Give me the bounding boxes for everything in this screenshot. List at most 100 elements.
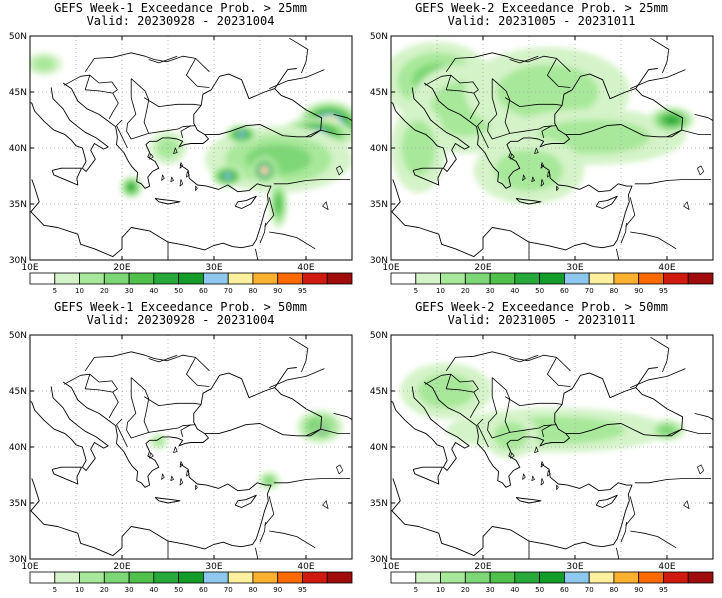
probability-blob [417,373,475,409]
coastline [30,386,109,471]
gridlines [391,36,713,260]
colorbar-box [302,571,328,584]
colorbar-label: 5 [414,586,418,594]
country-border [273,179,351,185]
country-border [269,530,316,549]
colorbar-box [390,272,417,285]
lat-label: 50N [370,32,388,42]
country-border [255,248,259,260]
country-border [666,428,712,437]
island-outline [173,147,178,154]
island-outline [179,478,184,486]
colorbar-label: 30 [125,287,134,295]
colorbar-box [29,272,56,285]
colorbar [29,571,353,584]
country-border [264,197,275,227]
lon-label: 40E [297,263,314,273]
country-border [541,424,553,438]
colorbar-label: 10 [75,287,84,295]
colorbar-label: 40 [510,287,519,295]
island-outline [547,470,551,477]
lat-label: 30N [9,555,27,565]
lat-label: 50N [370,331,388,341]
lon-label: 30E [566,562,583,572]
island-outline [522,473,526,480]
colorbar-label: 5 [414,287,418,295]
country-border [143,97,202,107]
country-border [694,413,713,421]
coastline [204,387,323,437]
coastline [62,68,297,189]
island-outline [173,446,178,453]
coastline [391,386,470,471]
lat-label: 40N [9,144,27,154]
colorbar-box [613,272,640,285]
island-outline [540,179,545,187]
country-border [487,377,511,439]
coastlines [30,336,352,559]
island-outline [186,470,190,477]
coastline [565,387,684,437]
colorbar-label: 95 [659,287,668,295]
colorbar-box [54,272,80,285]
gridlines [391,335,713,559]
coastline [62,367,297,488]
lat-label: 30N [370,555,388,565]
colorbar-label: 50 [535,586,544,594]
probability-blob [32,57,56,71]
colorbar-box [103,571,130,584]
country-border [630,530,677,549]
colorbar-box [687,272,714,285]
coastline [391,463,633,557]
panel-title: GEFS Week-2 Exceedance Prob. > 50mm [415,300,668,314]
country-border [84,374,113,393]
country-border [186,357,210,387]
country-border [487,78,511,140]
country-border [630,368,686,388]
colorbar-label: 90 [634,287,643,295]
country-border [547,58,571,88]
island-outline [540,478,545,486]
probability-blob [493,422,528,450]
coastline [234,195,257,209]
country-border [477,418,489,448]
colorbar-label: 30 [486,287,495,295]
country-border [148,424,196,433]
country-border [625,197,636,227]
colorbar-box [663,571,689,584]
coastline [515,197,542,205]
colorbar-label: 50 [174,586,183,594]
island-outline [195,185,198,191]
colorbar-label: 80 [248,287,257,295]
panel-title: GEFS Week-2 Exceedance Prob. > 25mm [415,1,668,15]
country-border [333,413,352,421]
island-outline [540,162,545,169]
lat-label: 35N [370,200,388,210]
island-outline [540,461,545,468]
coastline [423,367,658,488]
country-border [445,52,571,73]
lat-label: 30N [9,256,27,266]
island-outline [336,165,344,176]
colorbar-box [178,272,204,285]
colorbar-box [390,571,417,584]
coastline [595,494,618,508]
country-border [445,374,474,393]
probability-blob [658,425,676,436]
colorbar-label: 30 [486,586,495,594]
lat-label: 40N [9,443,27,453]
island-outline [510,452,515,459]
colorbar-box [514,272,541,285]
colorbar-box [202,272,229,285]
colorbar [390,272,714,285]
panel-week2-50mm: GEFS Week-2 Exceedance Prob. > 50mm Vali… [361,299,722,598]
lat-label: 50N [9,32,27,42]
coastline [391,87,470,172]
colorbar-box [415,571,441,584]
island-outline [556,484,559,490]
colorbar-label: 5 [53,586,57,594]
colorbar-label: 95 [659,586,668,594]
colorbar-box [54,571,80,584]
island-outline [170,176,174,182]
